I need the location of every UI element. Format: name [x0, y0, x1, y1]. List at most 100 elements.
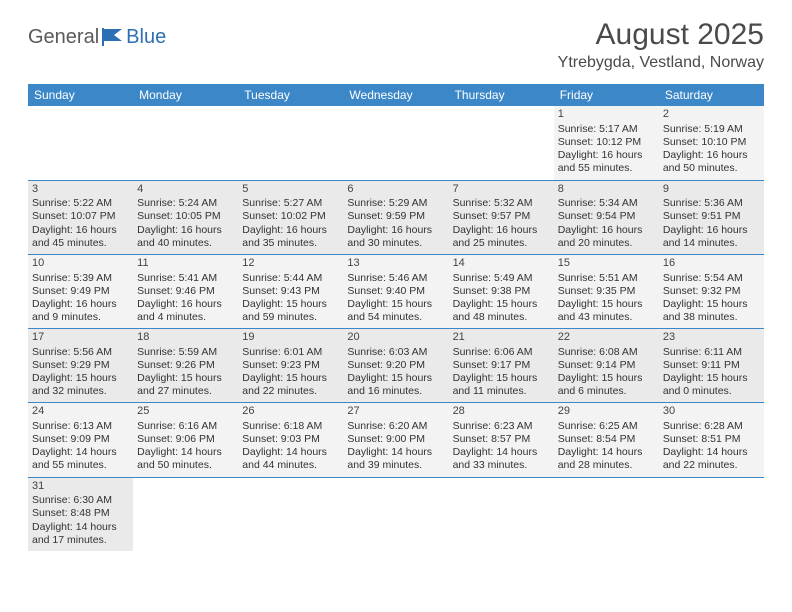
day-number: 19 [242, 331, 339, 345]
day-detail-line: and 30 minutes. [347, 237, 444, 250]
day-detail-line: Sunset: 9:11 PM [663, 359, 760, 372]
day-detail-line: Sunrise: 6:25 AM [558, 420, 655, 433]
day-number: 8 [558, 183, 655, 197]
day-number: 14 [453, 257, 550, 271]
day-detail-line: Sunrise: 6:06 AM [453, 346, 550, 359]
calendar-cell: 14Sunrise: 5:49 AMSunset: 9:38 PMDayligh… [449, 254, 554, 328]
day-number: 22 [558, 331, 655, 345]
day-detail-line: Sunset: 9:29 PM [32, 359, 129, 372]
day-detail-line: and 20 minutes. [558, 237, 655, 250]
day-detail-line: and 9 minutes. [32, 311, 129, 324]
day-number: 4 [137, 183, 234, 197]
day-detail-line: and 55 minutes. [32, 459, 129, 472]
day-number: 11 [137, 257, 234, 271]
day-detail-line: Sunrise: 5:46 AM [347, 272, 444, 285]
day-detail-line: Daylight: 16 hours [32, 298, 129, 311]
day-detail-line: Sunrise: 5:51 AM [558, 272, 655, 285]
dayname-tuesday: Tuesday [238, 84, 343, 106]
calendar-cell: 1Sunrise: 5:17 AMSunset: 10:12 PMDayligh… [554, 106, 659, 180]
day-detail-line: Sunrise: 5:22 AM [32, 197, 129, 210]
day-detail-line: Sunrise: 6:18 AM [242, 420, 339, 433]
day-detail-line: Sunset: 8:51 PM [663, 433, 760, 446]
month-title: August 2025 [558, 18, 764, 52]
dayname-sunday: Sunday [28, 84, 133, 106]
day-detail-line: and 28 minutes. [558, 459, 655, 472]
calendar-cell: 28Sunrise: 6:23 AMSunset: 8:57 PMDayligh… [449, 403, 554, 477]
day-detail-line: Sunset: 8:48 PM [32, 507, 129, 520]
day-number: 15 [558, 257, 655, 271]
day-detail-line: and 54 minutes. [347, 311, 444, 324]
calendar-cell: 18Sunrise: 5:59 AMSunset: 9:26 PMDayligh… [133, 329, 238, 403]
calendar-cell: 7Sunrise: 5:32 AMSunset: 9:57 PMDaylight… [449, 180, 554, 254]
calendar-cell: 27Sunrise: 6:20 AMSunset: 9:00 PMDayligh… [343, 403, 448, 477]
day-detail-line: Sunrise: 5:49 AM [453, 272, 550, 285]
day-detail-line: Daylight: 15 hours [663, 372, 760, 385]
calendar-cell: 3Sunrise: 5:22 AMSunset: 10:07 PMDayligh… [28, 180, 133, 254]
day-detail-line: Sunrise: 6:01 AM [242, 346, 339, 359]
day-detail-line: Sunset: 9:03 PM [242, 433, 339, 446]
day-detail-line: Daylight: 14 hours [663, 446, 760, 459]
day-detail-line: Sunrise: 5:29 AM [347, 197, 444, 210]
day-detail-line: Sunrise: 5:34 AM [558, 197, 655, 210]
calendar-cell: 25Sunrise: 6:16 AMSunset: 9:06 PMDayligh… [133, 403, 238, 477]
day-detail-line: Sunset: 10:02 PM [242, 210, 339, 223]
day-detail-line: Daylight: 16 hours [453, 224, 550, 237]
day-detail-line: and 25 minutes. [453, 237, 550, 250]
day-detail-line: and 44 minutes. [242, 459, 339, 472]
day-detail-line: Sunrise: 5:32 AM [453, 197, 550, 210]
logo-text-blue: Blue [126, 26, 166, 49]
calendar-cell: 31Sunrise: 6:30 AMSunset: 8:48 PMDayligh… [28, 477, 133, 551]
day-detail-line: Daylight: 16 hours [558, 224, 655, 237]
day-detail-line: Sunrise: 6:08 AM [558, 346, 655, 359]
header: General Blue August 2025 Ytrebygda, Vest… [0, 0, 792, 80]
day-detail-line: Sunrise: 6:03 AM [347, 346, 444, 359]
calendar-cell: 8Sunrise: 5:34 AMSunset: 9:54 PMDaylight… [554, 180, 659, 254]
title-block: August 2025 Ytrebygda, Vestland, Norway [558, 18, 764, 72]
day-detail-line: Sunrise: 5:59 AM [137, 346, 234, 359]
day-detail-line: and 35 minutes. [242, 237, 339, 250]
day-detail-line: Sunset: 9:00 PM [347, 433, 444, 446]
dayname-row: Sunday Monday Tuesday Wednesday Thursday… [28, 84, 764, 106]
day-detail-line: Sunset: 9:54 PM [558, 210, 655, 223]
day-number: 9 [663, 183, 760, 197]
calendar-cell: 5Sunrise: 5:27 AMSunset: 10:02 PMDayligh… [238, 180, 343, 254]
calendar-cell [449, 477, 554, 551]
calendar-cell: 10Sunrise: 5:39 AMSunset: 9:49 PMDayligh… [28, 254, 133, 328]
calendar-cell: 16Sunrise: 5:54 AMSunset: 9:32 PMDayligh… [659, 254, 764, 328]
calendar-cell [554, 477, 659, 551]
day-detail-line: Daylight: 15 hours [242, 298, 339, 311]
day-number: 16 [663, 257, 760, 271]
calendar-row: 31Sunrise: 6:30 AMSunset: 8:48 PMDayligh… [28, 477, 764, 551]
calendar-cell: 4Sunrise: 5:24 AMSunset: 10:05 PMDayligh… [133, 180, 238, 254]
day-detail-line: Daylight: 14 hours [347, 446, 444, 459]
day-number: 12 [242, 257, 339, 271]
day-detail-line: and 43 minutes. [558, 311, 655, 324]
day-detail-line: Sunrise: 5:44 AM [242, 272, 339, 285]
day-detail-line: and 45 minutes. [32, 237, 129, 250]
day-detail-line: Daylight: 16 hours [663, 224, 760, 237]
calendar-cell: 15Sunrise: 5:51 AMSunset: 9:35 PMDayligh… [554, 254, 659, 328]
day-number: 27 [347, 405, 444, 419]
day-detail-line: Daylight: 14 hours [137, 446, 234, 459]
day-number: 31 [32, 480, 129, 494]
day-detail-line: and 50 minutes. [137, 459, 234, 472]
calendar-cell: 22Sunrise: 6:08 AMSunset: 9:14 PMDayligh… [554, 329, 659, 403]
day-detail-line: Sunset: 9:49 PM [32, 285, 129, 298]
logo-text-general: General [28, 26, 99, 49]
day-detail-line: Daylight: 15 hours [347, 372, 444, 385]
day-number: 26 [242, 405, 339, 419]
day-detail-line: Sunrise: 6:11 AM [663, 346, 760, 359]
day-detail-line: Sunset: 9:57 PM [453, 210, 550, 223]
day-detail-line: Sunrise: 5:54 AM [663, 272, 760, 285]
day-detail-line: Sunset: 10:05 PM [137, 210, 234, 223]
day-detail-line: Sunset: 9:40 PM [347, 285, 444, 298]
day-detail-line: Daylight: 16 hours [137, 224, 234, 237]
dayname-monday: Monday [133, 84, 238, 106]
day-detail-line: Daylight: 16 hours [137, 298, 234, 311]
calendar-cell: 6Sunrise: 5:29 AMSunset: 9:59 PMDaylight… [343, 180, 448, 254]
logo-flag-icon [102, 28, 124, 46]
day-number: 17 [32, 331, 129, 345]
day-detail-line: Sunset: 10:10 PM [663, 136, 760, 149]
day-detail-line: Daylight: 15 hours [663, 298, 760, 311]
calendar-cell: 29Sunrise: 6:25 AMSunset: 8:54 PMDayligh… [554, 403, 659, 477]
